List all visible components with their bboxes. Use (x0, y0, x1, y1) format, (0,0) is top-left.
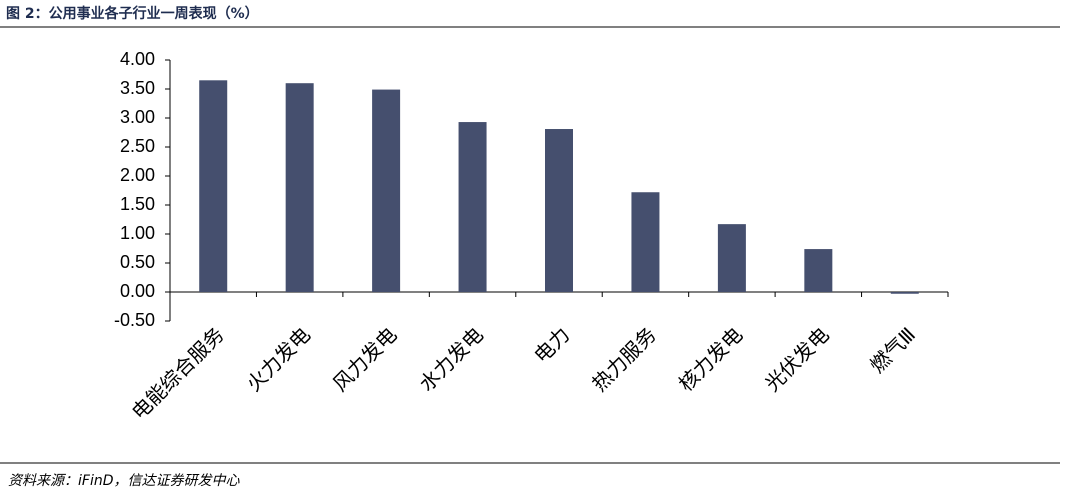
bar (890, 292, 919, 294)
x-tick-label: 光伏发电 (760, 322, 834, 396)
y-tick-label: 0.00 (120, 281, 155, 301)
y-tick-label: 3.50 (120, 78, 155, 98)
y-tick-label: 2.50 (120, 136, 155, 156)
source-note: 资料来源：iFinD，信达证券研发中心 (8, 473, 240, 489)
x-tick-label: 热力服务 (587, 322, 661, 396)
bar (717, 224, 746, 292)
y-tick-label: 3.00 (120, 107, 155, 127)
x-tick-label: 火力发电 (242, 322, 316, 396)
x-tick-label: 风力发电 (328, 322, 402, 396)
bar (804, 249, 833, 292)
x-tick-label: 水力发电 (414, 322, 488, 396)
y-tick-label: 0.50 (120, 252, 155, 272)
bar (372, 89, 401, 292)
bar (631, 192, 660, 292)
y-tick-label: 1.00 (120, 223, 155, 243)
bar (285, 83, 314, 292)
bar (199, 80, 228, 292)
y-tick-label: 2.00 (120, 165, 155, 185)
x-tick-label: 电能综合服务 (127, 322, 229, 424)
x-tick-label: 电力 (529, 322, 574, 367)
bar (545, 129, 573, 292)
y-tick-label: -0.50 (114, 310, 155, 330)
x-tick-label: 燃气Ⅲ (865, 322, 920, 377)
chart-title: 图 2：公用事业各子行业一周表现（%） (6, 5, 259, 22)
bar (458, 122, 487, 292)
y-tick-label: 4.00 (120, 49, 155, 69)
x-tick-label: 核力发电 (674, 322, 748, 396)
y-tick-label: 1.50 (120, 194, 155, 214)
